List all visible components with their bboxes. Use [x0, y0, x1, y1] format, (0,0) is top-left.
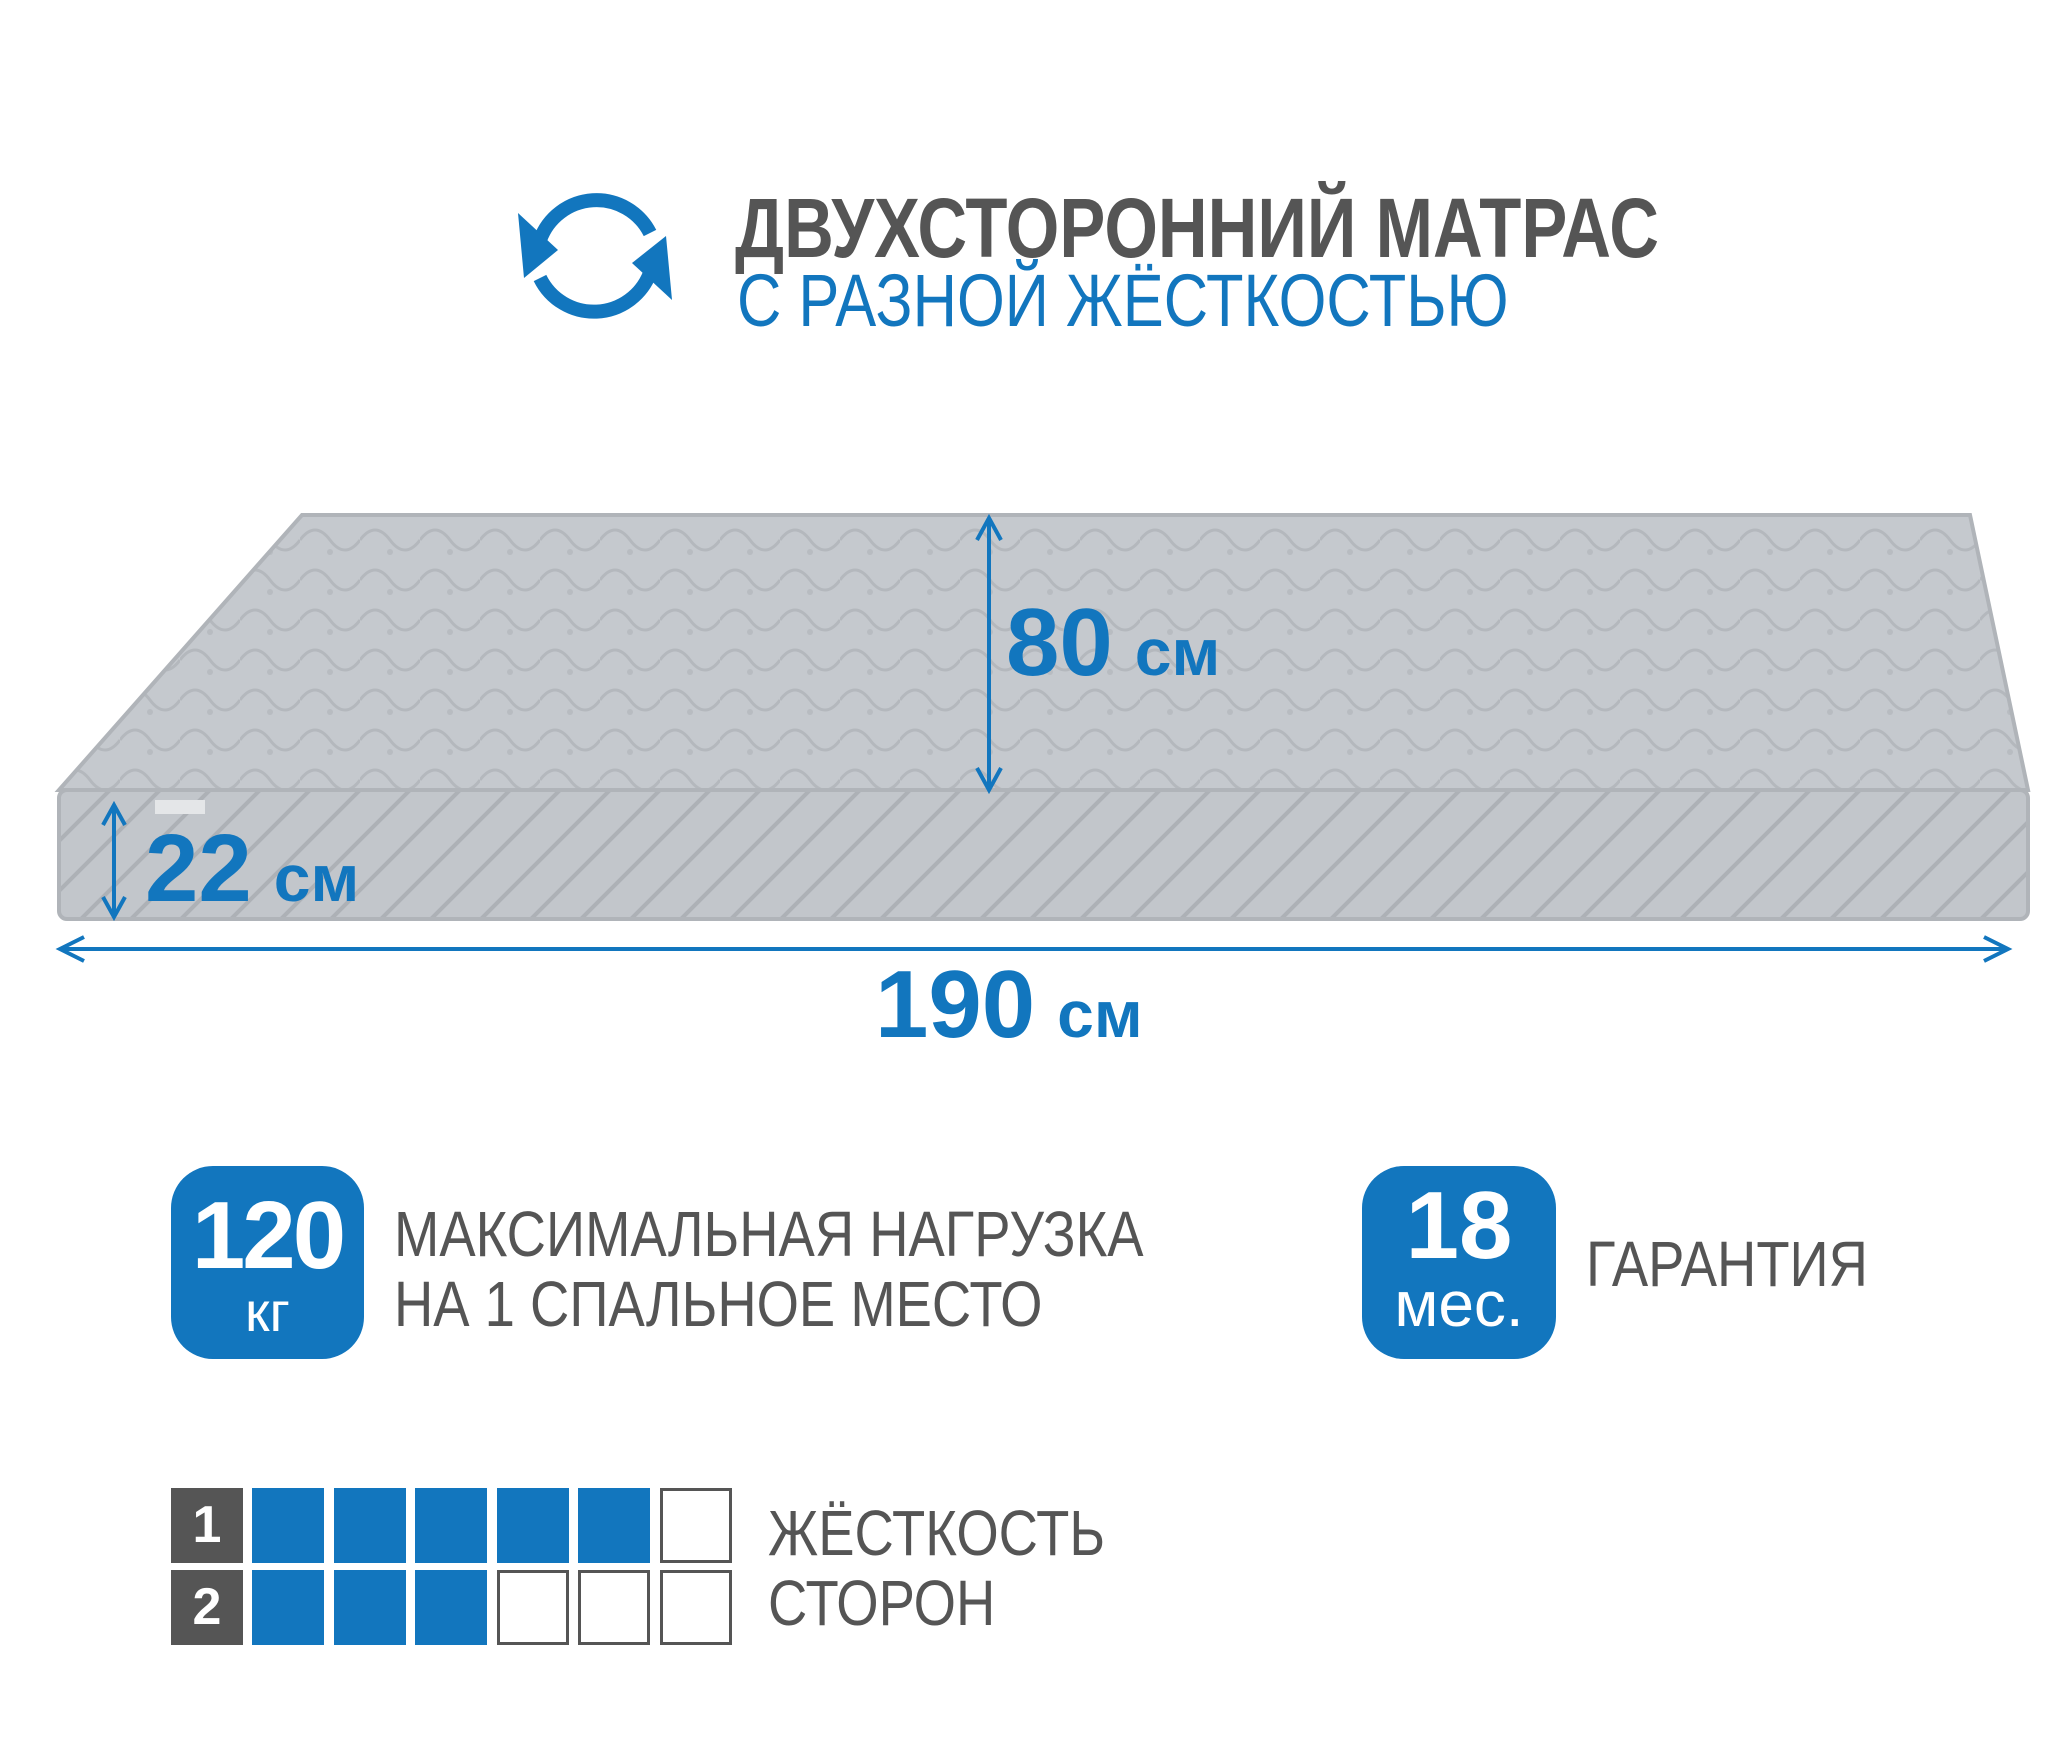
page-subtitle: С РАЗНОЙ ЖЁСТКОСТЬЮ [737, 259, 1509, 342]
height-label: 22 см [145, 815, 360, 922]
length-arrow [55, 935, 2013, 963]
hardness-cell-empty [659, 1570, 732, 1645]
hardness-cell-filled [415, 1570, 487, 1645]
hardness-cell-empty [659, 1488, 732, 1563]
hardness-cell-filled [333, 1570, 406, 1645]
length-label: 190 см [875, 951, 1143, 1058]
mattress-image [54, 513, 2031, 963]
hardness-cell-empty [578, 1570, 650, 1645]
hardness-cell-empty [496, 1570, 569, 1645]
hardness-cell-filled [333, 1488, 406, 1563]
height-arrow [101, 800, 127, 922]
hardness-cell-filled [252, 1570, 324, 1645]
width-arrow [975, 513, 1003, 795]
warranty-unit: мес. [1394, 1268, 1524, 1340]
hardness-cell-filled [252, 1488, 324, 1563]
width-label: 80 см [1006, 589, 1221, 696]
hardness-cell-filled [496, 1488, 569, 1563]
hardness-text-2: СТОРОН [768, 1567, 996, 1639]
hardness-cell-filled [578, 1488, 650, 1563]
max-load-text-2: НА 1 СПАЛЬНОЕ МЕСТО [394, 1268, 1043, 1340]
hardness-text-1: ЖЁСТКОСТЬ [768, 1497, 1106, 1569]
warranty-value: 18 [1405, 1172, 1513, 1279]
page-title: ДВУХСТОРОННИЙ МАТРАС [735, 181, 1659, 275]
max-load-badge: 120 кг [171, 1166, 364, 1359]
hardness-side-label: 1 [171, 1488, 243, 1563]
max-load-text-1: МАКСИМАЛЬНАЯ НАГРУЗКА [394, 1198, 1144, 1270]
warranty-badge: 18 мес. [1362, 1166, 1556, 1359]
hardness-side-label: 2 [171, 1570, 243, 1645]
warranty-label: ГАРАНТИЯ [1586, 1228, 1868, 1300]
hardness-cell-filled [415, 1488, 487, 1563]
rotate-arrows-icon [518, 193, 672, 319]
max-load-unit: кг [245, 1280, 290, 1343]
max-load-value: 120 [191, 1182, 346, 1289]
